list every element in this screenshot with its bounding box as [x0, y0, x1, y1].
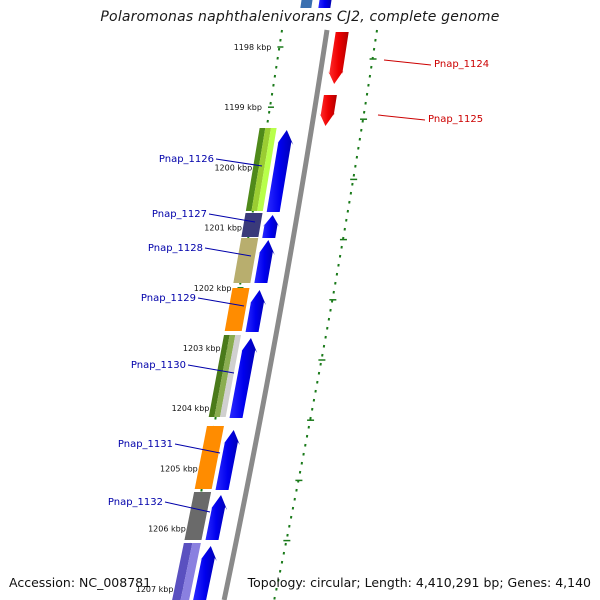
- gene-feature: [208, 335, 230, 417]
- forward-cds-arrow: [193, 546, 217, 600]
- gene-label-pnap_1128: Pnap_1128: [148, 243, 203, 254]
- label-leader-line: [383, 59, 432, 66]
- tick-label: 1201 kbp: [204, 224, 242, 233]
- gene-feature: [184, 492, 212, 540]
- label-leader-line: [197, 297, 245, 307]
- forward-cds-arrow: [254, 240, 275, 283]
- label-leader-line: [204, 247, 252, 257]
- map-title: Polaromonas naphthalenivorans CJ2, compl…: [100, 9, 500, 25]
- gene-feature: [180, 543, 201, 600]
- label-leader-line: [187, 364, 235, 374]
- tick-label: 1206 kbp: [148, 525, 186, 534]
- tick-label: 1204 kbp: [172, 404, 210, 413]
- tick-label: 1207 kbp: [136, 585, 174, 594]
- forward-cds-arrow: [205, 495, 228, 540]
- gene-label-pnap_1125: Pnap_1125: [428, 114, 483, 125]
- reverse-cds-arrow: [319, 95, 337, 126]
- tick-label: 1198 kbp: [234, 43, 272, 52]
- label-leader-line: [215, 158, 263, 167]
- gene-label-pnap_1132: Pnap_1132: [108, 497, 163, 508]
- label-leader-line: [208, 213, 256, 223]
- tick-label: 1202 kbp: [194, 284, 232, 293]
- gene-label-pnap_1131: Pnap_1131: [118, 439, 173, 450]
- gene-feature: [233, 238, 259, 283]
- gene-feature: [241, 213, 263, 237]
- reverse-cds-arrow: [328, 32, 349, 84]
- partial-gene-top: [300, 0, 313, 8]
- forward-cds-arrow: [215, 430, 240, 490]
- gene-label-pnap_1124: Pnap_1124: [434, 59, 489, 70]
- gene-feature: [251, 128, 271, 211]
- tick-label: 1203 kbp: [183, 344, 221, 353]
- gene-layer: [172, 0, 349, 600]
- partial-cds-top: [318, 0, 332, 8]
- tick-label: 1200 kbp: [214, 163, 252, 172]
- backbone-layer: [221, 29, 330, 600]
- label-layer: Pnap_1124 Pnap_1125 Pnap_1126 Pnap_1127 Pnap…: [108, 59, 489, 513]
- gene-feature: [257, 128, 277, 211]
- gene-label-pnap_1127: Pnap_1127: [152, 209, 207, 220]
- gene-feature: [194, 426, 224, 489]
- label-leader-line: [377, 114, 426, 121]
- tick-label: 1205 kbp: [160, 464, 198, 473]
- genome-summary-text: Topology: circular; Length: 4,410,291 bp…: [247, 575, 591, 590]
- gene-label-pnap_1130: Pnap_1130: [131, 360, 186, 371]
- forward-cds-arrow: [245, 290, 266, 332]
- genome-backbone: [221, 29, 330, 600]
- gene-feature: [224, 288, 250, 331]
- forward-cds-arrow: [262, 215, 280, 238]
- gene-feature: [172, 543, 193, 600]
- gene-feature: [220, 335, 241, 417]
- label-leader-line: [164, 501, 211, 513]
- forward-cds-arrow: [266, 130, 294, 212]
- accession-text: Accession: NC_008781: [9, 575, 152, 590]
- label-leader-line: [174, 443, 221, 454]
- tick-label: 1199 kbp: [224, 103, 262, 112]
- gene-label-pnap_1126: Pnap_1126: [159, 154, 214, 165]
- gene-feature: [214, 335, 236, 417]
- forward-cds-arrow: [229, 338, 258, 418]
- gene-label-pnap_1129: Pnap_1129: [141, 293, 196, 304]
- gene-feature: [245, 128, 266, 211]
